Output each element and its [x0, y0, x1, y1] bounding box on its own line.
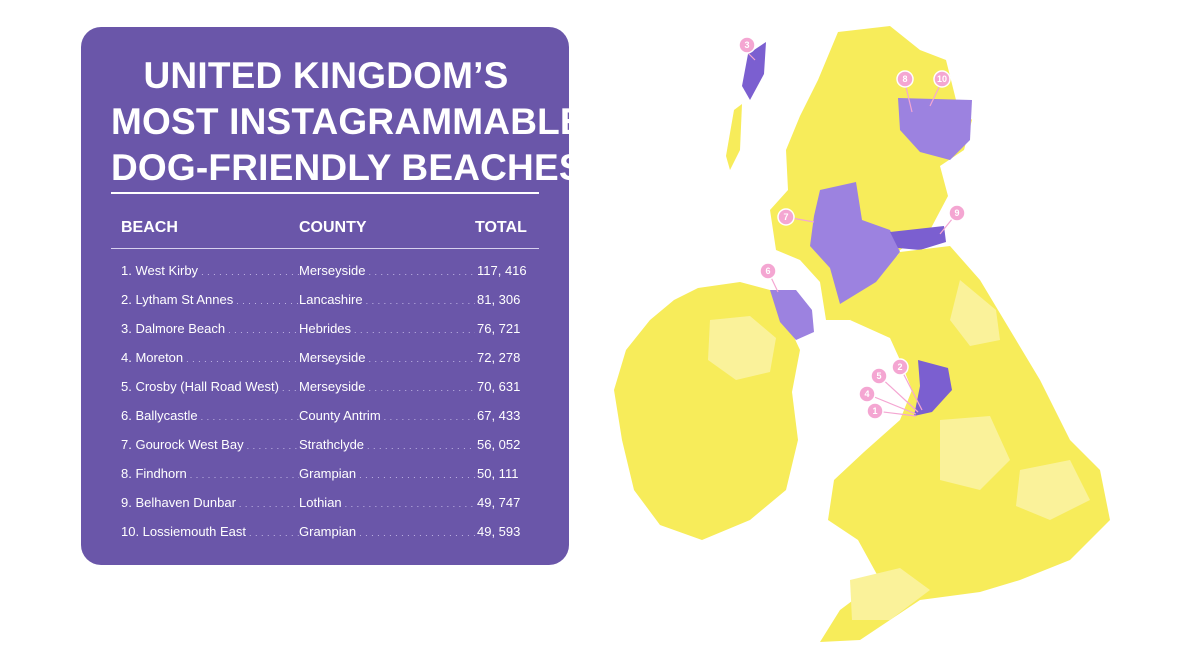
- map-svg: 1 2 3 45 6 7 8 9 10: [614, 26, 1110, 642]
- map-pin-label: 9: [954, 208, 959, 218]
- beach-cell: 4. Moreton: [121, 350, 299, 365]
- beach-cell: 5. Crosby (Hall Road West): [121, 379, 299, 394]
- lancashire-merseyside-region: [914, 360, 952, 416]
- england-region-light-2: [940, 416, 1010, 490]
- total-cell: 56, 052: [477, 437, 521, 452]
- county-cell: Merseyside: [299, 263, 475, 278]
- england-region-light-1: [950, 280, 1000, 346]
- beach-cell: 2. Lytham St Annes: [121, 292, 299, 307]
- total-cell: 49, 747: [477, 495, 521, 510]
- map-pin-7: 7: [777, 208, 795, 226]
- county-cell: Grampian: [299, 524, 475, 539]
- table-row: 7. Gourock West BayStrathclyde56, 052: [121, 437, 529, 466]
- table-row: 8. FindhornGrampian50, 111: [121, 466, 529, 495]
- beach-cell: 7. Gourock West Bay: [121, 437, 299, 452]
- total-cell: 76, 721: [477, 321, 521, 336]
- beach-cell: 9. Belhaven Dunbar: [121, 495, 299, 510]
- beach-cell: 1. West Kirby: [121, 263, 299, 278]
- title-divider: [111, 192, 539, 194]
- beach-cell: 6. Ballycastle: [121, 408, 299, 423]
- header-county: COUNTY: [299, 219, 367, 236]
- title-line-2: MOST INSTAGRAMMABLE: [111, 101, 585, 142]
- map-pin-label: 6: [765, 266, 770, 276]
- county-cell: Merseyside: [299, 379, 475, 394]
- header-total: TOTAL: [475, 219, 527, 236]
- total-cell: 72, 278: [477, 350, 521, 365]
- ireland-region-light: [708, 316, 776, 380]
- hebrides-islands: [726, 104, 742, 170]
- title-line-3: DOG-FRIENDLY BEACHES: [111, 147, 584, 188]
- map-pin-label: 3: [744, 40, 749, 50]
- total-cell: 49, 593: [477, 524, 521, 539]
- map-pin-6: 6: [759, 262, 777, 280]
- map-pin-label: 10: [937, 74, 947, 84]
- table-row: 3. Dalmore BeachHebrides76, 721: [121, 321, 529, 350]
- beach-cell: 10. Lossiemouth East: [121, 524, 299, 539]
- england-region-light-3: [1016, 460, 1090, 520]
- table-row: 9. Belhaven DunbarLothian49, 747: [121, 495, 529, 524]
- map-pin-5: 5: [870, 367, 888, 385]
- ranking-panel: UNITED KINGDOM’S MOST INSTAGRAMMABLE DOG…: [81, 27, 585, 565]
- map-pin-3: 3: [738, 36, 756, 54]
- map-pin-8: 8: [896, 70, 914, 88]
- map-pin-9: 9: [948, 204, 966, 222]
- total-cell: 67, 433: [477, 408, 521, 423]
- table-row: 5. Crosby (Hall Road West)Merseyside70, …: [121, 379, 529, 408]
- map-pin-label: 4: [864, 389, 869, 399]
- beach-cell: 3. Dalmore Beach: [121, 321, 299, 336]
- antrim-region: [770, 290, 814, 340]
- beach-cell: 8. Findhorn: [121, 466, 299, 481]
- county-cell: Grampian: [299, 466, 475, 481]
- map-pin-label: 2: [897, 362, 902, 372]
- ireland-landmass: [614, 282, 800, 540]
- total-cell: 70, 631: [477, 379, 521, 394]
- header-beach: BEACH: [121, 219, 178, 236]
- county-cell: Merseyside: [299, 350, 475, 365]
- table-row: 6. BallycastleCounty Antrim67, 433: [121, 408, 529, 437]
- infographic-title: UNITED KINGDOM’S MOST INSTAGRAMMABLE DOG…: [111, 53, 585, 191]
- map-pin-2: 2: [891, 358, 909, 376]
- england-region-light-4: [850, 568, 930, 620]
- strathclyde-region: [810, 182, 900, 304]
- table-row: 10. Lossiemouth EastGrampian49, 593: [121, 524, 529, 553]
- map-pin-1: 1: [866, 402, 884, 420]
- header-divider: [111, 248, 539, 249]
- grampian-region: [898, 98, 972, 160]
- uk-ireland-map: 1 2 3 4 5 6 7 8 9 10: [600, 20, 1140, 660]
- county-cell: Lancashire: [299, 292, 475, 307]
- map-pin-4: 4: [858, 385, 876, 403]
- total-cell: 50, 111: [477, 466, 519, 481]
- county-cell: Lothian: [299, 495, 475, 510]
- total-cell: 81, 306: [477, 292, 521, 307]
- county-cell: Hebrides: [299, 321, 475, 336]
- map-pin-10: 10: [933, 70, 951, 88]
- county-cell: County Antrim: [299, 408, 475, 423]
- pin-group: 1 2 3 45 6 7 8 9 10: [738, 36, 966, 420]
- map-pin-label: 8: [902, 74, 907, 84]
- table-row: 2. Lytham St AnnesLancashire81, 306: [121, 292, 529, 321]
- map-pin-label: 1: [872, 406, 877, 416]
- table-row: 1. West KirbyMerseyside117, 416: [121, 263, 529, 292]
- lothian-region: [890, 226, 946, 250]
- map-pin-label: 5: [876, 371, 881, 381]
- hebrides-region: [742, 42, 766, 100]
- county-cell: Strathclyde: [299, 437, 475, 452]
- title-line-1: UNITED KINGDOM’S: [143, 55, 509, 96]
- map-pin-label: 7: [783, 212, 788, 222]
- total-cell: 117, 416: [477, 263, 527, 278]
- table-row: 4. MoretonMerseyside72, 278: [121, 350, 529, 379]
